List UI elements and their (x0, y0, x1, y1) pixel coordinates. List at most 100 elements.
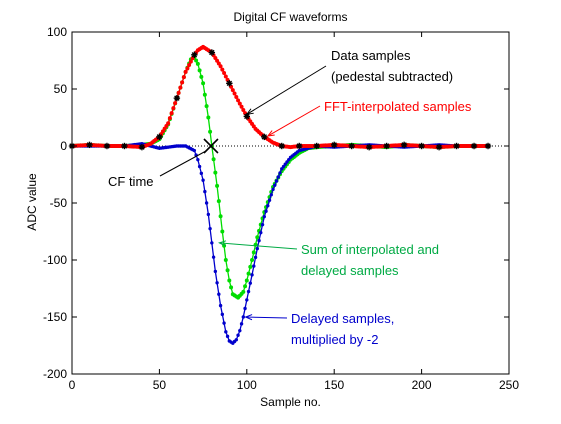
fft-series-point (190, 56, 195, 61)
sum-series-point (250, 258, 255, 262)
delayed-series-point (215, 281, 219, 285)
data-sample-point (103, 142, 111, 150)
data-sample-point (208, 49, 216, 56)
delayed-series-point (217, 292, 221, 296)
delayed-series-point (274, 179, 279, 183)
delayed-series-point (271, 187, 275, 192)
delayed-series-point (199, 171, 204, 176)
sum-series-point (229, 285, 234, 290)
y-tick-label: -50 (50, 196, 68, 210)
x-tick-label: 0 (69, 378, 76, 392)
delayed-series-point (278, 171, 282, 175)
data-sample-point (383, 142, 390, 150)
fft-leader-head (266, 130, 275, 137)
fft-series-point (241, 107, 246, 112)
sum-series-point (208, 129, 213, 134)
data-sample-stroke (279, 143, 285, 149)
delayed-series-point (257, 238, 261, 243)
data-sample-point (226, 80, 233, 87)
sum-series-point (223, 258, 228, 262)
data-sample-point (121, 142, 128, 150)
delayed-series-point (246, 289, 251, 294)
data-sample-point (435, 143, 443, 151)
fft-series-point (232, 91, 237, 96)
data-sample-stroke (209, 49, 215, 56)
sum-series-point (243, 284, 248, 289)
data-sample-point (418, 142, 425, 150)
data-sample-stroke (244, 113, 250, 120)
sum-series-point (248, 264, 253, 269)
x-axis-title: Sample no. (260, 395, 321, 409)
sum-series-point (206, 115, 211, 120)
fft-series-point (187, 63, 192, 68)
data-sample-stroke (436, 144, 442, 150)
data-sample-stroke (121, 143, 128, 149)
data-sample-point (484, 142, 492, 150)
data-sample-stroke (156, 134, 163, 140)
delayed-series-point (253, 255, 258, 260)
delayed-series-point (250, 273, 254, 277)
y-tick-label: 0 (60, 139, 67, 153)
delayed-series-point (255, 246, 259, 251)
delayed-series-point (259, 230, 263, 235)
data-sample-stroke (348, 143, 355, 149)
sum-series-point (244, 278, 249, 283)
sum-series-point (211, 157, 216, 162)
delayed-series-point (267, 198, 272, 202)
fft-series-point (173, 101, 178, 106)
y-tick-label: 50 (54, 82, 68, 96)
delayed-series-point (269, 193, 273, 197)
sum-series-point (204, 104, 209, 109)
data-samples-leader-head (245, 108, 254, 116)
delayed-series-point (197, 164, 202, 169)
data-sample-point (365, 143, 373, 151)
data-sample-stroke (139, 144, 145, 150)
fft-series-point (183, 69, 188, 74)
sum-series-point (199, 74, 204, 79)
data-sample-point (86, 141, 93, 149)
cf-time-leader (159, 150, 207, 177)
delayed-series-point (266, 204, 270, 208)
delayed-series-point (206, 212, 211, 217)
cf-time-marker (203, 138, 219, 154)
delayed-series-point (213, 269, 218, 274)
data-sample-point (138, 143, 146, 151)
annotation-fft-interpolated: FFT-interpolated samples (324, 99, 472, 114)
fft-series-point (225, 77, 230, 82)
delayed-series-point (245, 298, 249, 302)
fft-series-point (185, 66, 190, 71)
sum-series-point (218, 214, 223, 219)
fft-series-point (222, 71, 227, 76)
delayed-series-point (203, 189, 207, 194)
sum-series-point (246, 271, 251, 276)
data-sample-stroke (261, 134, 268, 140)
x-tick-label: 150 (324, 378, 344, 392)
data-sample-stroke (226, 80, 233, 87)
data-sample-stroke (331, 142, 337, 148)
y-tick-label: -100 (43, 253, 67, 267)
delayed-series-point (248, 281, 252, 285)
data-sample-stroke (366, 144, 372, 150)
data-sample-point (331, 141, 338, 149)
fft-series-point (220, 67, 225, 72)
y-axis-title: ADC value (25, 173, 39, 231)
fft-series-point (176, 90, 181, 95)
delayed-series-point (260, 222, 265, 227)
data-sample-point (296, 142, 303, 150)
delayed-series-point (201, 178, 205, 182)
data-sample-point (261, 133, 268, 141)
fft-series-point (171, 106, 176, 111)
fft-series-point (166, 121, 171, 126)
data-sample-stroke (485, 143, 491, 149)
delayed-series-point (204, 201, 209, 205)
data-sample-stroke (471, 143, 477, 149)
sum-series-point (197, 68, 202, 73)
delayed-series-point (236, 333, 240, 337)
data-sample-point (453, 142, 460, 150)
fft-series-point (223, 74, 228, 79)
delayed-series-point (192, 148, 197, 153)
delayed-series-point (273, 183, 277, 187)
fft-series-point (234, 94, 239, 99)
data-sample-stroke (86, 142, 93, 148)
